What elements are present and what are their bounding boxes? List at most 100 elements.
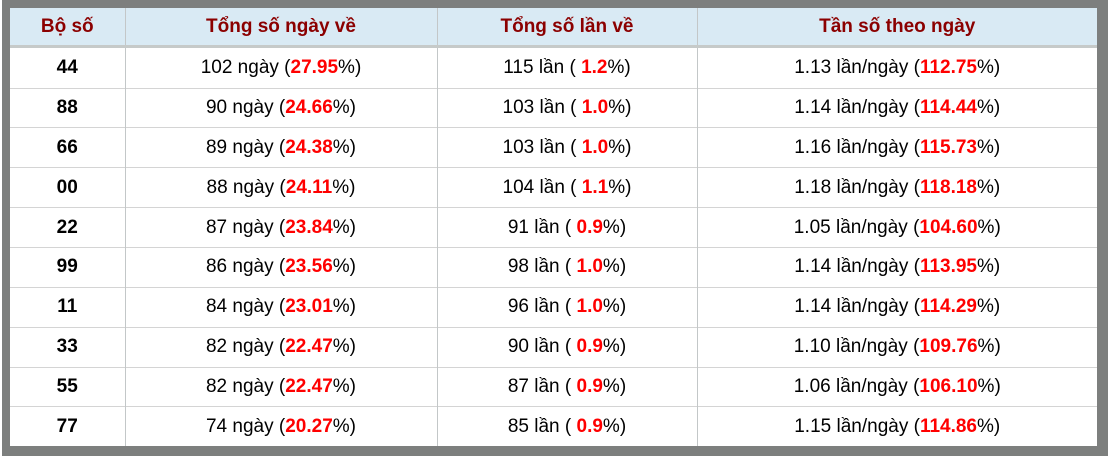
times-value: 87 lần	[507, 376, 560, 398]
open-paren: (	[907, 336, 920, 358]
days-percent: 20.27	[285, 415, 333, 437]
pair-statistics-table: Bộ số Tổng số ngày về Tổng số lần về Tần…	[10, 8, 1097, 446]
close-paren: %)	[602, 216, 627, 238]
open-paren: (	[559, 415, 577, 437]
frequency-cell: 1.14 lần/ngày (114.44%)	[696, 87, 1097, 128]
pair-cell: 11	[10, 286, 125, 328]
times-value: 103 lần	[502, 136, 565, 158]
close-paren: %)	[977, 136, 1001, 158]
close-paren: %)	[608, 136, 632, 158]
days-percent: 22.47	[285, 376, 333, 398]
total-days-cell: 88 ngày (24.11%)	[124, 167, 437, 208]
table-row: 44 102 ngày (27.95%) 115 lần ( 1.2%) 1.1…	[10, 46, 1097, 89]
frequency-percent: 114.86	[919, 415, 978, 437]
open-paren: (	[564, 97, 582, 119]
times-percent: 0.9	[576, 415, 603, 437]
close-paren: %)	[608, 97, 632, 119]
pair-cell: 33	[10, 326, 125, 368]
close-paren: %)	[332, 376, 356, 398]
table-row: 55 82 ngày (22.47%) 87 lần ( 0.9%) 1.06 …	[10, 366, 1097, 407]
times-value: 103 lần	[502, 97, 565, 119]
table-row: 11 84 ngày (23.01%) 96 lần ( 1.0%) 1.14 …	[10, 286, 1097, 328]
times-value: 90 lần	[507, 336, 560, 358]
pair-cell: 77	[10, 406, 125, 446]
frequency-cell: 1.06 lần/ngày (106.10%)	[696, 366, 1097, 407]
total-days-cell: 89 ngày (24.38%)	[124, 127, 437, 168]
close-paren: %)	[602, 415, 627, 437]
close-paren: %)	[977, 376, 1001, 398]
times-percent: 1.1	[581, 176, 609, 198]
total-times-cell: 98 lần ( 1.0%)	[436, 247, 697, 288]
table-body: 44 102 ngày (27.95%) 115 lần ( 1.2%) 1.1…	[10, 46, 1097, 446]
times-percent: 1.2	[581, 56, 608, 78]
times-value: 98 lần	[507, 256, 560, 278]
open-paren: (	[908, 176, 920, 198]
days-percent: 24.11	[285, 176, 333, 198]
open-paren: (	[559, 216, 577, 238]
total-days-cell: 87 ngày (23.84%)	[124, 207, 437, 248]
table-row: 22 87 ngày (23.84%) 91 lần ( 0.9%) 1.05 …	[10, 207, 1097, 248]
total-days-cell: 82 ngày (22.47%)	[124, 366, 437, 407]
total-days-cell: 82 ngày (22.47%)	[124, 326, 437, 368]
close-paren: %)	[977, 176, 1001, 198]
open-paren: (	[908, 256, 920, 278]
pair-number: 77	[56, 415, 78, 437]
open-paren: (	[908, 56, 920, 78]
frequency-value: 1.14 lần/ngày	[794, 296, 909, 318]
pair-cell: 66	[10, 127, 125, 168]
table-row: 00 88 ngày (24.11%) 104 lần ( 1.1%) 1.18…	[10, 167, 1097, 208]
open-paren: (	[908, 97, 920, 119]
close-paren: %)	[332, 415, 356, 437]
open-paren: (	[908, 296, 920, 318]
open-paren: (	[564, 136, 582, 158]
table-row: 99 86 ngày (23.56%) 98 lần ( 1.0%) 1.14 …	[10, 247, 1097, 288]
open-paren: (	[559, 376, 577, 398]
open-paren: (	[559, 296, 577, 318]
frequency-value: 1.14 lần/ngày	[794, 97, 909, 119]
close-paren: %)	[332, 296, 356, 318]
times-percent: 1.0	[581, 136, 609, 158]
table-row: 77 74 ngày (20.27%) 85 lần ( 0.9%) 1.15 …	[10, 406, 1097, 446]
times-percent: 0.9	[576, 376, 603, 398]
pair-number: 44	[56, 56, 78, 78]
open-paren: (	[908, 415, 920, 437]
pair-number: 88	[56, 97, 78, 119]
frequency-value: 1.14 lần/ngày	[794, 256, 909, 278]
pair-number: 55	[56, 376, 78, 398]
table-row: 33 82 ngày (22.47%) 90 lần ( 0.9%) 1.10 …	[10, 326, 1097, 368]
days-value: 87 ngày	[205, 216, 274, 238]
total-days-cell: 86 ngày (23.56%)	[124, 247, 437, 288]
total-times-cell: 96 lần ( 1.0%)	[436, 286, 697, 328]
close-paren: %)	[332, 176, 356, 198]
table-row: 66 89 ngày (24.38%) 103 lần ( 1.0%) 1.16…	[10, 127, 1097, 168]
close-paren: %)	[332, 136, 356, 158]
open-paren: (	[907, 216, 920, 238]
close-paren: %)	[332, 216, 356, 238]
close-paren: %)	[977, 97, 1001, 119]
close-paren: %)	[977, 415, 1001, 437]
open-paren: (	[559, 336, 577, 358]
times-percent: 1.0	[576, 256, 603, 278]
open-paren: (	[564, 56, 582, 78]
open-paren: (	[908, 136, 920, 158]
frequency-percent: 112.75	[919, 56, 978, 78]
open-paren: (	[274, 176, 286, 198]
frequency-percent: 113.95	[919, 256, 978, 278]
total-days-cell: 102 ngày (27.95%)	[124, 46, 437, 89]
open-paren: (	[273, 296, 286, 318]
frequency-value: 1.05 lần/ngày	[793, 216, 908, 238]
frequency-percent: 109.76	[919, 336, 978, 358]
days-percent: 24.38	[285, 136, 333, 158]
frequency-cell: 1.13 lần/ngày (112.75%)	[696, 46, 1097, 89]
total-times-cell: 87 lần ( 0.9%)	[436, 366, 697, 407]
days-value: 89 ngày	[205, 136, 274, 158]
times-percent: 0.9	[576, 336, 603, 358]
total-times-cell: 115 lần ( 1.2%)	[436, 46, 697, 89]
days-value: 88 ngày	[206, 176, 275, 198]
days-percent: 23.01	[285, 296, 333, 318]
days-percent: 23.84	[285, 216, 333, 238]
days-percent: 23.56	[285, 256, 333, 278]
days-value: 90 ngày	[205, 97, 274, 119]
open-paren: (	[564, 176, 582, 198]
